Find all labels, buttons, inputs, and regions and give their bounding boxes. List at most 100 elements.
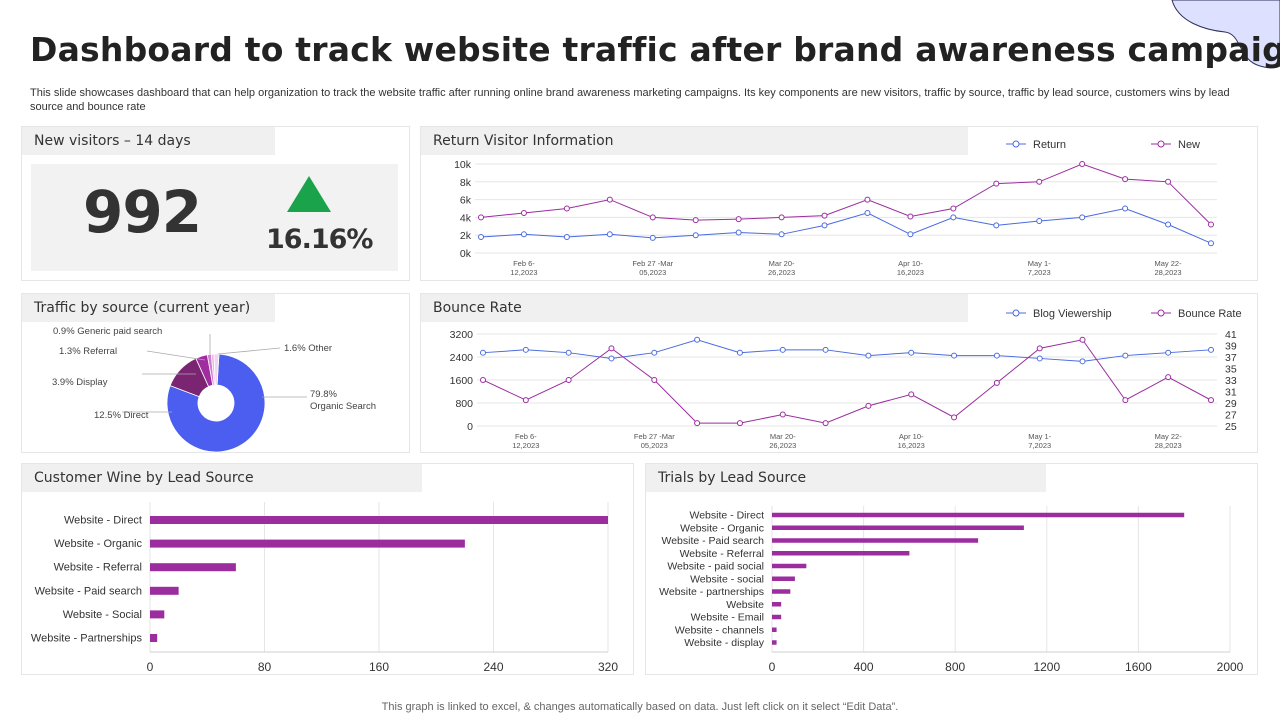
category-label: Website - paid social <box>667 561 764 573</box>
x-tick-label: 16,2023 <box>897 268 924 277</box>
pie-label: 0.9% Generic paid search <box>53 326 162 337</box>
data-point <box>950 205 957 212</box>
data-point <box>735 229 742 236</box>
data-point <box>951 352 958 359</box>
x-tick-label: 160 <box>369 660 389 674</box>
traffic-source-chart: 79.8%Organic Search 12.5% Direct 3.9% Disp… <box>52 326 376 453</box>
y-tick-label: 6k <box>460 195 472 207</box>
bar <box>772 551 910 556</box>
y-tick-label: 1600 <box>450 375 474 387</box>
legend-label: New <box>1178 139 1200 151</box>
new-visitors-value: 992 <box>83 178 202 246</box>
category-label: Website - Social <box>63 609 142 621</box>
bar <box>772 538 979 543</box>
bar <box>772 525 1024 530</box>
x-tick-label: 12,2023 <box>512 441 539 450</box>
data-point <box>907 231 914 238</box>
x-tick-label: Feb 6- <box>513 259 535 268</box>
data-point <box>993 379 1000 386</box>
y-right-tick-label: 37 <box>1225 352 1237 364</box>
category-label: Website - Referral <box>680 548 764 560</box>
pie-leader-line <box>146 350 206 361</box>
return-visitor-panel: Return Visitor Information 0k 2k 4k 6k 8k 10k… <box>420 126 1258 281</box>
data-point <box>1036 217 1043 224</box>
y-tick-label: 4k <box>460 212 472 224</box>
pie-label: 12.5% Direct <box>94 410 149 421</box>
data-point <box>779 411 786 418</box>
y-tick-label: 0k <box>460 248 472 260</box>
x-tick-label: 26,2023 <box>769 441 796 450</box>
series-line-0 <box>480 207 1212 244</box>
x-tick-label: Feb 27 -Mar <box>632 259 673 268</box>
bar <box>772 589 791 594</box>
trials-title: Trials by Lead Source <box>646 464 1046 492</box>
data-point <box>993 222 1000 229</box>
x-tick-label: 7,2023 <box>1028 268 1051 277</box>
bar <box>772 640 777 645</box>
data-point <box>480 349 486 356</box>
bounce-rate-panel: Bounce Rate 0 800 1600 2400 3200 25 27 29 31 33 35… <box>420 293 1258 453</box>
data-point <box>478 233 484 240</box>
bar <box>772 602 782 607</box>
data-point <box>865 402 872 409</box>
page-subtitle: This slide showcases dashboard that can … <box>30 87 1230 113</box>
data-point <box>821 212 828 219</box>
x-tick-label: 26,2023 <box>768 268 795 277</box>
y-tick-label: 2k <box>460 230 472 242</box>
y-right-tick-label: 31 <box>1225 387 1237 399</box>
data-point <box>694 336 701 343</box>
data-point <box>1036 355 1043 362</box>
category-label: Website - Partnerships <box>31 633 143 645</box>
x-tick-label: 28,2023 <box>1155 441 1182 450</box>
x-tick-label: 7,2023 <box>1028 441 1051 450</box>
x-tick-label: 80 <box>258 660 272 674</box>
customer-wins-chart: 0 80 160 240 320 Website - Direct Website - Or… <box>31 502 618 674</box>
legend-label: Return <box>1033 139 1066 151</box>
bar <box>772 576 795 581</box>
data-point <box>1208 221 1214 228</box>
pie-label: Organic Search <box>310 401 376 412</box>
bar <box>150 516 608 524</box>
x-tick-label: 16,2023 <box>898 441 925 450</box>
pie-leader-line <box>217 347 281 355</box>
x-tick-label: Feb 27 -Mar <box>634 432 675 441</box>
data-point <box>908 349 915 356</box>
data-point <box>908 391 915 398</box>
bar <box>772 614 782 620</box>
data-point <box>565 377 572 383</box>
category-label: Website - Paid search <box>661 535 764 547</box>
pie-label: 3.9% Display <box>52 377 108 388</box>
category-label: Website - Organic <box>680 522 764 534</box>
data-point <box>1079 336 1086 343</box>
legend-label: Bounce Rate <box>1178 308 1242 320</box>
x-tick-label: May 1- <box>1028 432 1051 441</box>
pie-label: 1.6% Other <box>284 343 332 354</box>
page-title: Dashboard to track website traffic after… <box>30 30 1280 69</box>
data-point <box>692 217 699 224</box>
bar <box>772 627 777 632</box>
data-point <box>1036 345 1043 352</box>
new-visitors-change: 16.16% <box>266 224 373 255</box>
x-tick-label: 1600 <box>1125 660 1152 674</box>
trials-panel: Trials by Lead Source 0 400 800 1200 1600 200… <box>645 463 1258 675</box>
category-label: Website - Direct <box>690 510 765 522</box>
legend-marker <box>1157 309 1165 317</box>
category-label: Website - Organic <box>54 538 142 550</box>
x-tick-label: Apr 10- <box>898 259 923 268</box>
new-visitors-panel: New visitors – 14 days 992 16.16% <box>21 126 410 281</box>
up-triangle-icon <box>287 176 331 212</box>
data-point <box>821 222 828 229</box>
legend-marker <box>1012 309 1020 317</box>
data-point <box>1079 161 1086 167</box>
y-right-tick-label: 33 <box>1225 375 1237 387</box>
category-label: Website - channels <box>675 624 764 636</box>
data-point <box>649 214 656 221</box>
data-point <box>1079 358 1086 365</box>
data-point <box>1079 214 1086 221</box>
traffic-source-panel: Traffic by source (current year) 79.8% Or… <box>21 293 410 453</box>
x-tick-label: Mar 20- <box>769 259 795 268</box>
data-point <box>480 377 486 383</box>
category-label: Website - Referral <box>54 562 142 574</box>
data-point <box>950 214 957 221</box>
